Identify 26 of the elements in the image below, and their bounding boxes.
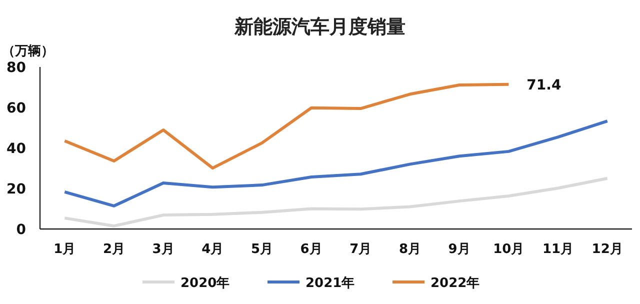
x-tick-label: 12月 xyxy=(592,242,623,257)
x-tick-label: 11月 xyxy=(542,242,574,257)
y-tick-label: 80 xyxy=(6,60,26,76)
legend-label: 2022年 xyxy=(430,276,480,291)
x-tick-label: 2月 xyxy=(102,242,126,257)
y-tick-label: 60 xyxy=(6,100,26,116)
y-axis-title: （万辆） xyxy=(2,44,54,59)
x-tick-label: 7月 xyxy=(350,242,372,257)
x-tick-label: 5月 xyxy=(250,242,274,257)
chart-title: 新能源汽车月度销量 xyxy=(234,16,406,38)
x-tick-label: 6月 xyxy=(300,242,322,257)
y-tick-label: 40 xyxy=(6,141,26,157)
x-tick-label: 9月 xyxy=(448,242,470,257)
line-series xyxy=(63,82,510,170)
x-tick-label: 1月 xyxy=(54,242,76,257)
x-tick-label: 4月 xyxy=(202,242,224,257)
y-tick-label: 20 xyxy=(6,182,26,198)
y-tick-label: 0 xyxy=(16,222,26,238)
x-tick-label: 3月 xyxy=(152,242,174,257)
line-series xyxy=(63,176,609,228)
x-tick-label: 8月 xyxy=(398,242,422,257)
line-series xyxy=(63,120,609,208)
legend-label: 2021年 xyxy=(306,276,355,291)
annotation: 71.4 xyxy=(526,77,562,94)
x-tick-label: 10月 xyxy=(493,242,524,257)
legend-label: 2020年 xyxy=(180,276,230,291)
